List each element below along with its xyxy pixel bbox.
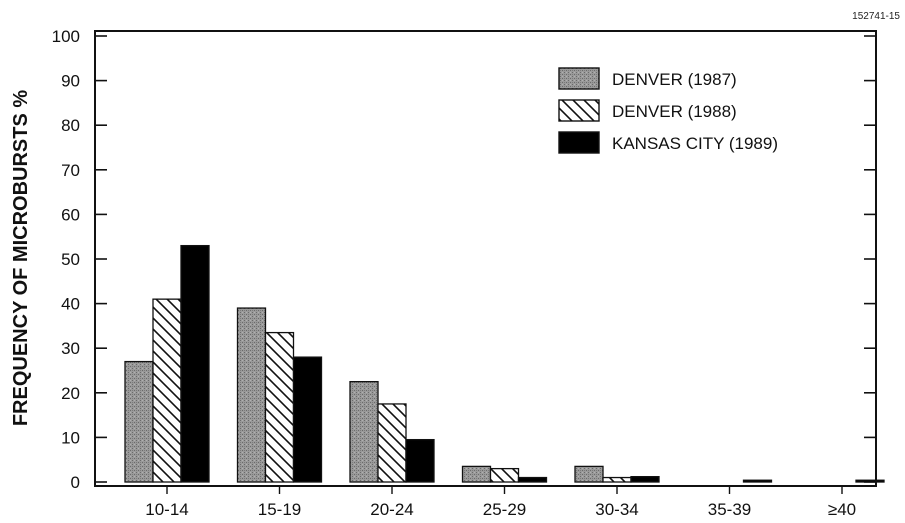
x-tick-label: 30-34 — [595, 500, 638, 519]
x-tick-label: ≥40 — [828, 500, 856, 519]
y-tick-label: 40 — [61, 295, 80, 314]
y-tick-label: 10 — [61, 428, 80, 447]
y-tick-label: 20 — [61, 384, 80, 403]
bar-2-3 — [517, 476, 548, 483]
bar-2-0 — [180, 244, 210, 483]
legend-swatch-2 — [558, 131, 600, 154]
y-tick-label: 70 — [61, 161, 80, 180]
y-tick-label: 0 — [71, 473, 80, 492]
tick-labels: 0 10 20 30 40 50 60 70 80 90 100 10-14 15-19 20-24 25-… — [52, 27, 857, 519]
bar-1-1 — [264, 331, 295, 483]
legend-label-1: DENVER (1988) — [612, 102, 737, 121]
bar-1-3 — [489, 467, 520, 483]
legend-swatch-1 — [558, 99, 600, 122]
bar-1-0 — [152, 298, 182, 483]
bar-1-2 — [377, 403, 407, 483]
legend-swatch-0 — [558, 67, 600, 90]
y-tick-label: 60 — [61, 205, 80, 224]
bar-2-6 — [855, 479, 885, 483]
legend-label-2: KANSAS CITY (1989) — [612, 134, 778, 153]
legend: DENVER (1987) DENVER (1988) KANSAS CITY (1… — [558, 67, 778, 154]
y-axis-label: FREQUENCY OF MICROBURSTS % — [10, 90, 32, 427]
axis-ticks — [95, 35, 876, 494]
bar-0-2 — [349, 380, 379, 483]
bar-0-0 — [124, 360, 154, 483]
bars — [124, 244, 885, 483]
plot-frame — [94, 30, 877, 487]
bar-0-3 — [461, 465, 492, 483]
bar-2-1 — [292, 356, 323, 483]
x-tick-label: 10-14 — [145, 500, 188, 519]
bar-0-1 — [236, 307, 267, 483]
y-tick-label: 50 — [61, 250, 80, 269]
bar-2-2 — [405, 438, 435, 483]
x-tick-label: 15-19 — [258, 500, 301, 519]
legend-label-0: DENVER (1987) — [612, 70, 737, 89]
bar-2-5 — [742, 479, 773, 483]
y-tick-label: 100 — [52, 27, 80, 46]
y-tick-label: 90 — [61, 72, 80, 91]
bar-1-4 — [602, 476, 632, 483]
bar-2-4 — [630, 475, 660, 483]
figure-id: 152741-15 — [852, 11, 900, 22]
bar-0-4 — [574, 465, 604, 483]
y-tick-label: 80 — [61, 116, 80, 135]
x-tick-label: 25-29 — [483, 500, 526, 519]
x-tick-label: 20-24 — [370, 500, 413, 519]
x-tick-label: 35-39 — [708, 500, 751, 519]
y-tick-label: 30 — [61, 339, 80, 358]
